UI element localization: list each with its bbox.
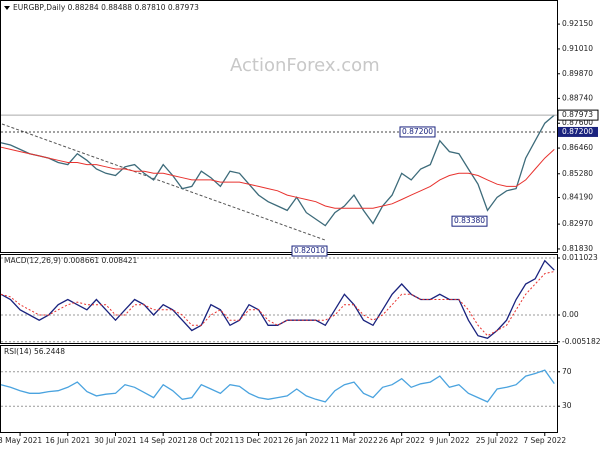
y-tick-label: 0.88740 (562, 93, 593, 102)
watermark: ActionForex.com (230, 55, 380, 76)
annotation-label: 0.82010 (294, 246, 325, 255)
y-tick-label: 0.86460 (562, 143, 593, 152)
x-tick-label: 11 Mar 2022 (330, 436, 378, 445)
x-tick-label: 7 Sep 2022 (523, 436, 566, 445)
y-tick-label: 0.89870 (562, 69, 593, 78)
y-tick-label: 0.92150 (562, 19, 593, 28)
y-tick-label: 30 (562, 401, 572, 410)
price-pane (0, 0, 558, 253)
level-box (558, 126, 598, 137)
y-tick-label: 0.87600 (562, 118, 593, 127)
y-tick-label: 0.81830 (562, 244, 593, 253)
y-tick-label: -0.005182 (562, 337, 600, 346)
series-line (0, 146, 555, 209)
x-tick-label: 28 Oct 2021 (188, 436, 235, 445)
y-tick-label: 70 (562, 367, 572, 376)
series-line (0, 259, 555, 340)
y-tick-label: 0.82970 (562, 219, 593, 228)
title-arrow (4, 6, 10, 10)
level-label: 0.87200 (562, 127, 593, 136)
last-price-box (557, 109, 599, 121)
chart-title: EURGBP,Daily 0.88284 0.88488 0.87810 0.8… (13, 3, 199, 12)
annotation-box (399, 126, 436, 138)
x-tick-label: 26 Jan 2022 (284, 436, 329, 445)
x-tick-label: 25 Jul 2022 (476, 436, 519, 445)
rsi-pane (0, 345, 558, 433)
trend-line (1, 123, 326, 241)
annotation-label: 0.87200 (402, 127, 433, 136)
x-tick-label: 14 Sep 2021 (139, 436, 187, 445)
x-tick-label: 13 Dec 2021 (235, 436, 283, 445)
x-tick-label: 9 Jun 2022 (429, 436, 470, 445)
annotation-label: 0.83380 (454, 216, 485, 225)
series-line (0, 271, 555, 337)
x-tick-label: 26 Apr 2022 (378, 436, 425, 445)
x-tick-label: 3 May 2021 (0, 436, 42, 445)
y-tick-label: 0.00 (562, 310, 579, 319)
macd-title: MACD(12,26,9) 0.008661 0.008421 (4, 256, 138, 265)
annotation-box (291, 245, 328, 257)
series-line (0, 114, 555, 227)
x-tick-label: 16 Jun 2021 (45, 436, 90, 445)
x-tick-label: 30 Jul 2021 (94, 436, 137, 445)
macd-pane (0, 254, 558, 344)
last-price-label: 0.87973 (562, 110, 593, 119)
y-tick-label: 0.85280 (562, 169, 593, 178)
y-tick-label: 0.91010 (562, 44, 593, 53)
series-line (0, 369, 555, 403)
y-tick-label: 0.011023 (562, 253, 598, 262)
rsi-title: RSI(14) 56.2448 (4, 347, 65, 356)
annotation-box (451, 215, 488, 227)
y-tick-label: 0.84190 (562, 193, 593, 202)
